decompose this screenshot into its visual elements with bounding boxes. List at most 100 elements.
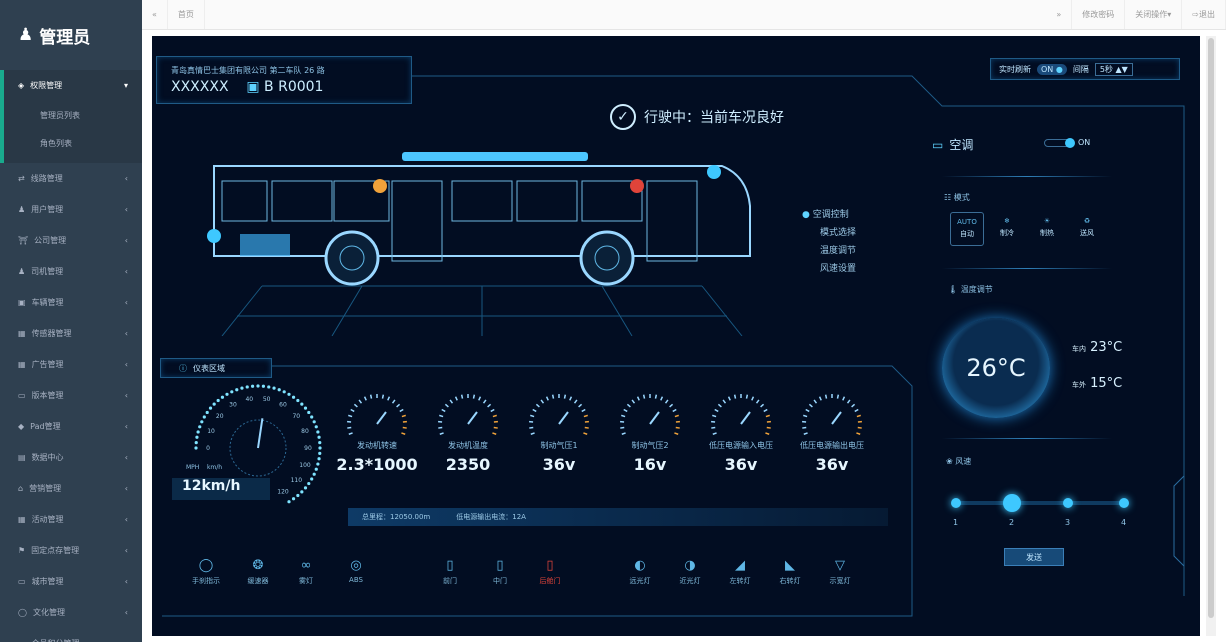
gauge-value: 2350 <box>445 455 491 474</box>
chevron-left-icon: ‹ <box>124 267 128 276</box>
mode-icon: ☀ <box>1043 217 1051 225</box>
fan-slider-track[interactable] <box>956 501 1124 505</box>
fan-level-knob[interactable] <box>951 498 961 508</box>
sidebar-item-permissions[interactable]: ◈ 权限管理 ▾ <box>4 70 142 101</box>
indicator: ▯ 前门 <box>432 558 468 586</box>
mode-option[interactable]: AUTO 自动 <box>950 212 984 246</box>
bank-icon: ⛩ <box>18 236 29 245</box>
label: 关闭操作 <box>1135 10 1168 19</box>
gauge-label: 制动气压2 <box>631 441 669 450</box>
ad-icon: ▦ <box>18 360 26 369</box>
tab-home[interactable]: 首页 <box>168 0 205 29</box>
speedo-dot <box>194 446 198 450</box>
sidebar-item[interactable]: ⌂ 营销管理 ‹ <box>0 473 142 504</box>
label: 城市管理 <box>31 577 64 586</box>
speedo-dot <box>291 497 296 501</box>
label: 模式 <box>953 193 970 202</box>
sidebar-subitem-admin-list[interactable]: 管理员列表 <box>40 110 80 120</box>
sidebar-item[interactable]: ▭ 城市管理 ‹ <box>0 566 142 597</box>
sidebar-item[interactable]: ⇄ 线路管理 ‹ <box>0 163 142 194</box>
speedo-tick-label: 60 <box>279 402 287 409</box>
sidebar-item[interactable]: ◆ Pad管理 ‹ <box>0 411 142 442</box>
mode-option[interactable]: ☀ 制热 <box>1030 212 1064 246</box>
speedo-dot <box>307 481 311 486</box>
bus-icon: ▣ <box>246 79 260 95</box>
close-ops-dropdown[interactable]: 关闭操作 ▾ <box>1125 0 1183 29</box>
chevron-left-icon: ‹ <box>124 329 128 338</box>
speedo-dot <box>225 392 229 396</box>
sidebar-item[interactable]: ▣ 车辆管理 ‹ <box>0 287 142 318</box>
indicator-label: ABS <box>349 576 363 584</box>
mode-option[interactable]: ♻ 送风 <box>1070 212 1104 246</box>
door-icon: ▯ <box>446 558 454 573</box>
gauge: 低压电源输入电压 36v <box>696 440 786 474</box>
scrollbar[interactable] <box>1206 36 1216 636</box>
chevron-left-icon: ‹ <box>124 360 128 369</box>
speedo-dot <box>318 440 322 445</box>
ac-menu-item[interactable]: 温度调节 <box>802 242 856 260</box>
ac-icon: ▭ <box>932 137 944 152</box>
speedo-dot <box>200 420 204 424</box>
ac-menu: ● 空调控制 模式选择 温度调节 风速设置 <box>802 206 856 278</box>
sidebar-item[interactable]: ▦ 广告管理 ‹ <box>0 349 142 380</box>
set-temperature-dial[interactable]: 26°C <box>942 318 1050 418</box>
speedo-dot <box>205 410 209 415</box>
card-icon: ▭ <box>18 639 26 642</box>
ac-power-toggle[interactable]: ON <box>1044 137 1090 148</box>
indicator-label: 前门 <box>443 577 457 585</box>
gauge-value: 2.3*1000 <box>336 455 418 474</box>
fog-light-icon: ∞ <box>300 558 312 573</box>
send-button[interactable]: 发送 <box>1004 548 1064 566</box>
sidebar-item[interactable]: ◯ 文化管理 ‹ <box>0 597 142 628</box>
fan-level-knob[interactable] <box>1119 498 1129 508</box>
fan-level-knob[interactable] <box>1003 494 1021 512</box>
abs-icon: ◎ <box>350 558 362 573</box>
ac-menu-item[interactable]: 模式选择 <box>802 224 856 242</box>
gauge-dial <box>620 394 680 435</box>
label: 数据中心 <box>31 453 64 462</box>
bus-illustration <box>207 152 751 336</box>
mode-option[interactable]: ❄ 制冷 <box>990 212 1024 246</box>
speedo-dot <box>272 386 276 390</box>
value: 15°C <box>1090 376 1123 391</box>
label: 退出 <box>1199 10 1215 19</box>
sidebar-item[interactable]: ♟ 用户管理 ‹ <box>0 194 142 225</box>
refresh-toggle[interactable]: ON ● <box>1037 63 1067 75</box>
mode-icon: ❄ <box>1004 217 1010 225</box>
sidebar-item[interactable]: ▦ 活动管理 ‹ <box>0 504 142 535</box>
label: 制冷 <box>1000 229 1014 237</box>
speedo-tick-label: 40 <box>245 396 253 403</box>
pad-icon: ◆ <box>18 422 25 431</box>
sidebar-item[interactable]: ⛩ 公司管理 ‹ <box>0 225 142 256</box>
gauge-label: 低压电源输出电压 <box>800 441 864 450</box>
sidebar-item[interactable]: ▦ 传感器管理 ‹ <box>0 318 142 349</box>
scrollbar-thumb[interactable] <box>1208 38 1214 618</box>
indicator: ∞ 雾灯 <box>288 558 324 586</box>
label: 营销管理 <box>29 484 62 493</box>
monitor-icon: ▭ <box>18 391 26 400</box>
chevron-left-icon: ‹ <box>124 577 128 586</box>
unit-mph: MPH <box>186 464 200 471</box>
route-icon: ⇄ <box>18 174 25 183</box>
scroll-left-button[interactable]: « <box>142 0 168 29</box>
sidebar-subitem-role-list[interactable]: 角色列表 <box>40 138 72 148</box>
ac-menu-item[interactable]: ● 空调控制 <box>802 206 856 224</box>
speedo-dot <box>202 415 206 419</box>
label: 风速 <box>955 457 972 466</box>
scroll-right-button[interactable]: » <box>1046 0 1073 29</box>
label: 车外 <box>1072 381 1086 389</box>
speedo-dot <box>235 388 239 392</box>
sidebar-item[interactable]: ♟ 司机管理 ‹ <box>0 256 142 287</box>
fan-level-knob[interactable] <box>1063 498 1073 508</box>
ac-menu-item[interactable]: 风速设置 <box>802 260 856 278</box>
sidebar-item[interactable]: ⚑ 固定点存管理 ‹ <box>0 535 142 566</box>
gauge: 制动气压2 16v <box>605 440 695 474</box>
logout-icon: ⇨ <box>1192 10 1199 19</box>
sidebar-item[interactable]: ▭ 版本管理 ‹ <box>0 380 142 411</box>
interval-select[interactable]: 5秒 ▲▼ <box>1094 62 1133 76</box>
logout-button[interactable]: ⇨ 退出 <box>1182 0 1226 29</box>
chevron-left-icon: ‹ <box>124 236 128 245</box>
sidebar-item[interactable]: ▤ 数据中心 ‹ <box>0 442 142 473</box>
change-password-button[interactable]: 修改密码 <box>1072 0 1126 29</box>
sidebar-item[interactable]: ▭ 会员积分管理 ‹ <box>0 628 142 642</box>
